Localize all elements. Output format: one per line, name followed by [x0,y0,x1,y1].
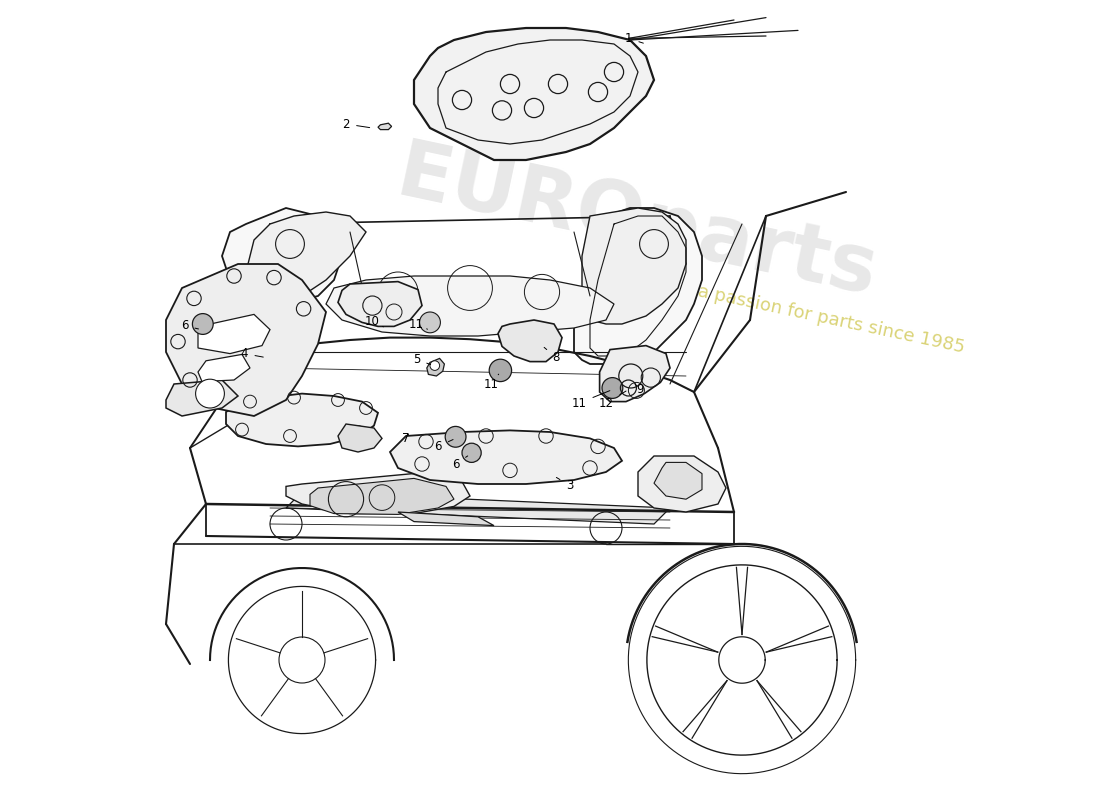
Polygon shape [398,512,494,526]
Polygon shape [166,264,326,416]
Polygon shape [338,424,382,452]
Text: 4: 4 [241,347,263,360]
Text: 5: 5 [412,353,430,366]
Circle shape [602,378,623,398]
Text: 11: 11 [483,374,498,390]
Text: 6: 6 [452,456,468,470]
Polygon shape [222,208,342,304]
Circle shape [192,314,213,334]
Text: 11: 11 [571,390,609,410]
Text: 6: 6 [434,439,453,453]
Text: a passion for parts since 1985: a passion for parts since 1985 [696,283,967,357]
Polygon shape [326,276,614,336]
Text: 9: 9 [635,383,643,396]
Text: 7: 7 [403,432,409,445]
Polygon shape [198,314,270,354]
Polygon shape [338,282,422,326]
Polygon shape [654,462,702,499]
Polygon shape [414,28,654,160]
Text: 2: 2 [342,118,370,130]
Polygon shape [286,492,670,524]
Polygon shape [498,320,562,362]
Text: 1: 1 [625,32,644,45]
Circle shape [446,426,466,447]
Text: 11: 11 [409,318,428,330]
Polygon shape [226,394,378,446]
Polygon shape [574,208,702,364]
Text: 12: 12 [598,391,626,410]
Circle shape [462,443,481,462]
Polygon shape [286,472,470,514]
Polygon shape [390,430,622,484]
Text: 10: 10 [365,315,384,328]
Polygon shape [600,346,670,402]
Polygon shape [378,123,392,130]
Polygon shape [246,212,366,300]
Polygon shape [198,354,250,382]
Polygon shape [310,478,454,514]
Polygon shape [582,208,686,324]
Text: 3: 3 [557,478,574,492]
Polygon shape [166,380,238,416]
Circle shape [419,312,440,333]
Circle shape [430,361,440,370]
Text: 6: 6 [180,319,198,332]
Polygon shape [427,358,444,376]
Text: 8: 8 [544,347,560,364]
Circle shape [196,379,224,408]
Text: EUROparts: EUROparts [389,135,884,313]
Polygon shape [638,456,726,512]
Circle shape [490,359,512,382]
